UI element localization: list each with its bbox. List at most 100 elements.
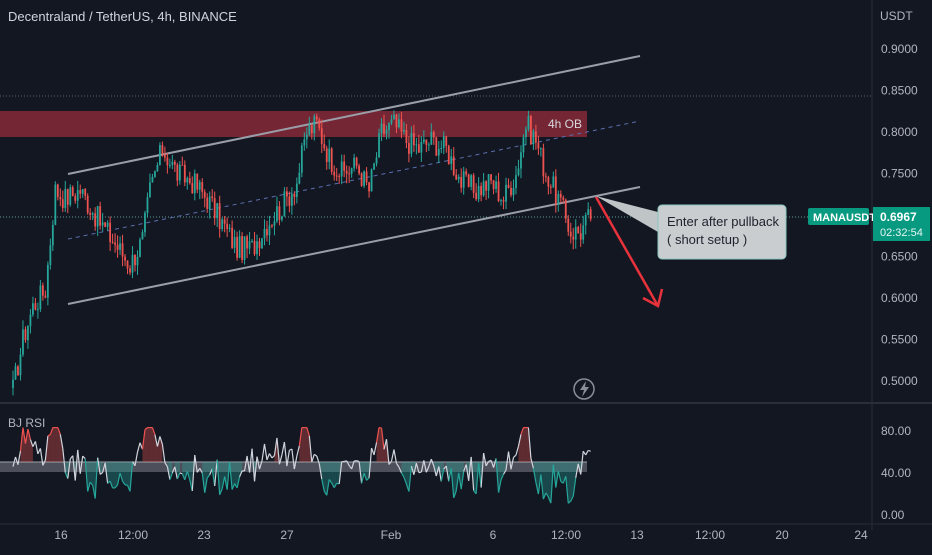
- candle-body: [42, 285, 44, 295]
- candle-body: [361, 173, 363, 185]
- candle-body: [94, 213, 96, 226]
- candle-body: [366, 171, 368, 182]
- candle-body: [383, 124, 385, 134]
- candle-body: [174, 162, 176, 165]
- candle-body: [119, 243, 121, 249]
- candle-body: [585, 215, 587, 226]
- candle-body: [393, 115, 395, 120]
- chart-title: Decentraland / TetherUS, 4h, BINANCE: [8, 9, 237, 24]
- candle-body: [201, 182, 203, 192]
- candle-body: [241, 236, 243, 260]
- candle-body: [276, 206, 278, 221]
- candle-body: [547, 177, 549, 187]
- candle-body: [59, 197, 61, 199]
- time-tick-label: 12:00: [118, 528, 148, 542]
- price-tick-label: 0.6500: [881, 250, 918, 264]
- candle-body: [134, 255, 136, 265]
- candle-body: [87, 196, 89, 213]
- candle-body: [346, 171, 348, 174]
- candle-body: [433, 132, 435, 137]
- candle-body: [515, 175, 517, 188]
- rsi-overbought-fill: [55, 428, 57, 462]
- rsi-overbought-fill: [304, 428, 306, 462]
- candle-body: [234, 237, 236, 248]
- candle-body: [15, 366, 17, 379]
- candle-body: [460, 177, 462, 188]
- candle-body: [229, 228, 231, 229]
- candle-body: [316, 116, 318, 119]
- candle-body: [455, 175, 457, 180]
- candle-body: [142, 232, 144, 239]
- candle-body: [20, 355, 22, 376]
- candle-body: [74, 196, 76, 200]
- candle-body: [331, 149, 333, 172]
- candle-body: [537, 143, 539, 149]
- candle-body: [388, 123, 390, 130]
- candle-body: [358, 166, 360, 174]
- price-tick-label: 0.5500: [881, 333, 918, 347]
- order-block-zone[interactable]: [0, 111, 587, 137]
- candle-body: [550, 187, 552, 188]
- candle-body: [480, 186, 482, 195]
- candle-body: [545, 176, 547, 177]
- candle-body: [12, 380, 14, 388]
- candle-body: [279, 206, 281, 220]
- candle-body: [184, 165, 186, 182]
- candle-body: [333, 172, 335, 176]
- candle-body: [582, 226, 584, 240]
- candle-body: [368, 182, 370, 191]
- candle-body: [510, 188, 512, 195]
- candle-body: [226, 224, 228, 229]
- candle-body: [411, 133, 413, 154]
- candle-body: [132, 255, 134, 273]
- candle-body: [286, 191, 288, 196]
- rsi-oversold-fill: [125, 462, 127, 485]
- candle-body: [92, 213, 94, 214]
- rsi-label: BJ RSI: [8, 416, 45, 430]
- rsi-overbought-fill: [145, 428, 147, 462]
- candle-body: [127, 260, 129, 268]
- candle-body: [291, 194, 293, 206]
- candle-body: [25, 329, 27, 340]
- candle-body: [505, 185, 507, 202]
- candle-body: [216, 203, 218, 218]
- candle-body: [171, 162, 173, 165]
- price-tick-label: 0.5000: [881, 374, 918, 388]
- candle-body: [109, 223, 111, 242]
- candle-body: [102, 222, 104, 225]
- rsi-overbought-fill: [150, 428, 152, 462]
- rsi-oversold-fill: [546, 462, 548, 497]
- candle-body: [535, 131, 537, 142]
- candle-body: [301, 145, 303, 172]
- candle-body: [406, 130, 408, 143]
- candle-body: [363, 171, 365, 185]
- candle-body: [562, 198, 564, 200]
- candle-body: [209, 196, 211, 208]
- candle-body: [420, 142, 422, 153]
- candle-body: [154, 171, 156, 177]
- candle-body: [22, 329, 24, 354]
- price-tick-label: 0.9000: [881, 42, 918, 56]
- candle-body: [415, 144, 417, 145]
- candle-body: [530, 116, 532, 144]
- order-block-label: 4h OB: [548, 117, 582, 131]
- callout-line-2: ( short setup ): [667, 232, 747, 247]
- candle-body: [475, 193, 477, 199]
- candle-body: [343, 162, 345, 171]
- candle-body: [540, 148, 542, 149]
- time-tick-label: 13: [630, 528, 644, 542]
- candle-body: [448, 146, 450, 164]
- candle-body: [336, 176, 338, 177]
- candle-body: [62, 199, 64, 208]
- price-tick-label: 0.8500: [881, 84, 918, 98]
- candle-body: [147, 197, 149, 213]
- candle-body: [533, 131, 535, 144]
- candle-body: [104, 222, 106, 226]
- candle-body: [552, 176, 554, 187]
- candle-body: [152, 177, 154, 182]
- candle-body: [353, 158, 355, 169]
- candle-body: [570, 232, 572, 237]
- candle-body: [445, 136, 447, 146]
- candle-body: [254, 241, 256, 254]
